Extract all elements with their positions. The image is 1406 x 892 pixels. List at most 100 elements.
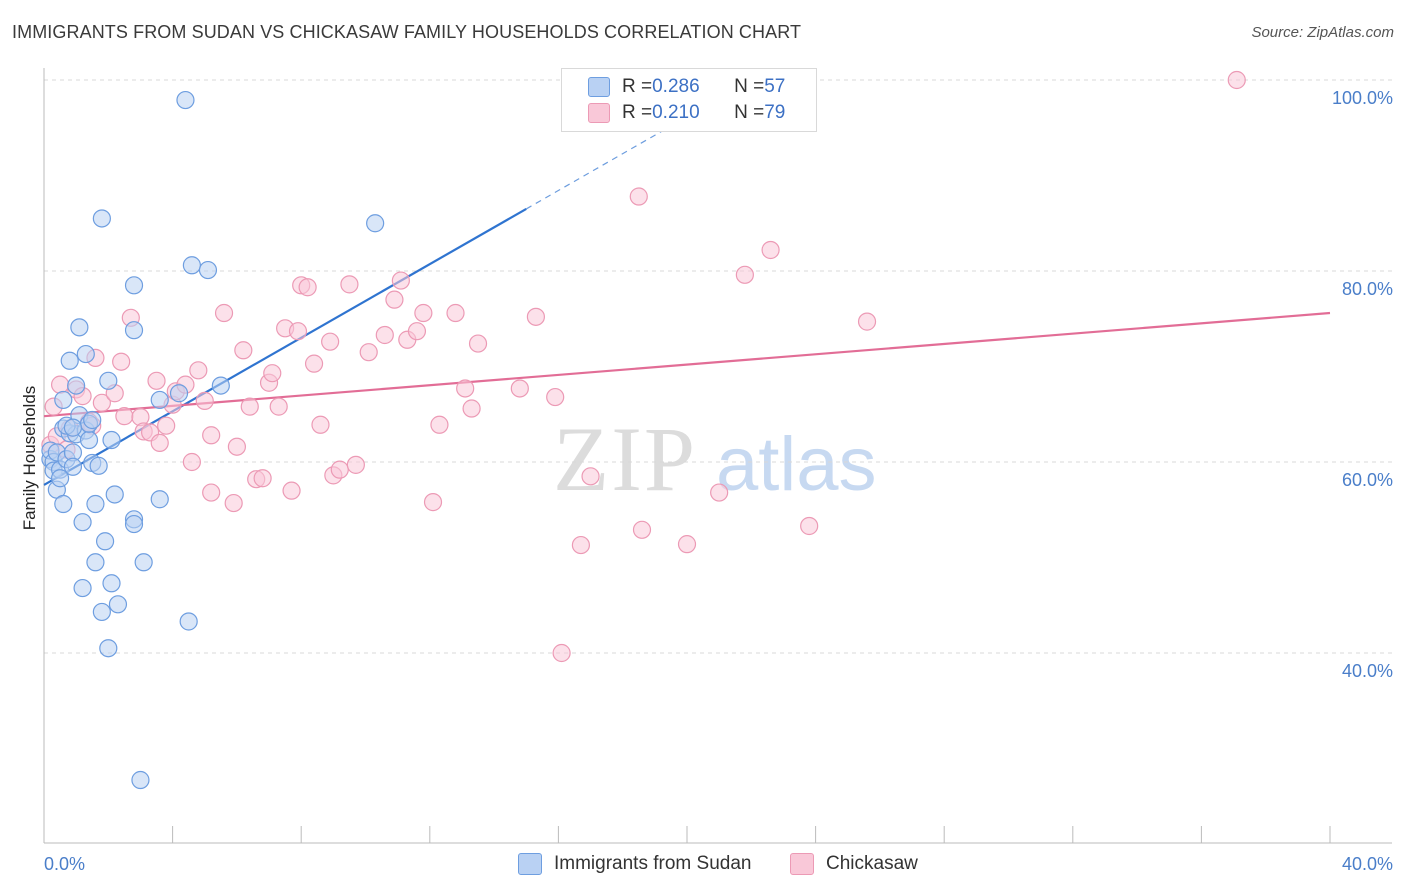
point-sudan bbox=[54, 390, 73, 410]
point-chickasaw bbox=[195, 391, 214, 410]
point-chickasaw bbox=[375, 325, 394, 345]
trend-line-chickasaw bbox=[43, 311, 1331, 418]
point-sudan bbox=[105, 485, 124, 504]
trend-line-sudan bbox=[43, 207, 527, 486]
legend-n-value: 79 bbox=[764, 102, 786, 123]
y-tick-label: 100.0% bbox=[1332, 88, 1393, 108]
point-sudan bbox=[102, 430, 121, 450]
y-tick-label: 60.0% bbox=[1342, 470, 1393, 490]
point-chickasaw bbox=[50, 375, 70, 394]
point-chickasaw bbox=[340, 275, 359, 294]
point-chickasaw bbox=[1227, 70, 1246, 90]
point-chickasaw bbox=[240, 397, 259, 416]
point-chickasaw bbox=[147, 371, 166, 390]
point-chickasaw bbox=[761, 240, 780, 260]
point-chickasaw bbox=[92, 393, 111, 412]
point-chickasaw bbox=[414, 303, 433, 323]
legend-swatch-chickasaw bbox=[790, 853, 814, 875]
point-sudan bbox=[76, 344, 95, 364]
point-chickasaw bbox=[227, 437, 246, 456]
watermark-atlas: atlas bbox=[716, 422, 877, 507]
point-sudan bbox=[134, 553, 153, 572]
point-chickasaw bbox=[423, 493, 443, 512]
point-chickasaw bbox=[552, 643, 571, 663]
point-chickasaw bbox=[546, 387, 565, 407]
legend-n-value: 57 bbox=[764, 76, 786, 97]
bottom-legend-sudan[interactable]: Immigrants from Sudan bbox=[518, 852, 751, 876]
point-chickasaw bbox=[468, 334, 488, 353]
point-sudan bbox=[176, 90, 195, 110]
point-chickasaw bbox=[391, 271, 410, 290]
point-sudan bbox=[108, 595, 128, 614]
watermark-zip: ZIP bbox=[553, 408, 697, 510]
legend-swatch-chickasaw bbox=[588, 103, 610, 123]
legend-r-label: R = bbox=[622, 76, 653, 97]
chart-title: IMMIGRANTS FROM SUDAN VS CHICKASAW FAMIL… bbox=[12, 22, 802, 42]
point-sudan bbox=[92, 209, 111, 228]
point-chickasaw bbox=[346, 455, 365, 474]
point-chickasaw bbox=[282, 481, 301, 500]
point-chickasaw bbox=[311, 415, 330, 434]
point-sudan bbox=[124, 276, 144, 295]
legend-swatch-sudan bbox=[518, 853, 542, 875]
point-chickasaw bbox=[253, 469, 272, 488]
point-chickasaw bbox=[385, 290, 404, 309]
point-sudan bbox=[150, 390, 169, 410]
point-chickasaw bbox=[112, 352, 131, 371]
point-sudan bbox=[150, 490, 169, 509]
point-sudan bbox=[79, 430, 99, 450]
point-chickasaw bbox=[677, 535, 697, 554]
point-sudan bbox=[50, 469, 70, 488]
point-chickasaw bbox=[407, 322, 427, 341]
point-chickasaw bbox=[857, 312, 877, 331]
point-chickasaw bbox=[157, 416, 176, 435]
x-tick-label: 40.0% bbox=[1342, 854, 1393, 874]
legend-swatch-sudan bbox=[588, 77, 610, 97]
point-sudan bbox=[92, 602, 111, 622]
point-chickasaw bbox=[115, 407, 134, 426]
point-sudan bbox=[86, 494, 105, 514]
point-chickasaw bbox=[182, 452, 201, 472]
point-sudan bbox=[99, 371, 118, 390]
point-chickasaw bbox=[150, 433, 169, 452]
point-chickasaw bbox=[446, 303, 465, 323]
correlation-legend: R = 0.286 N = 57 R = 0.210 N = 79 bbox=[561, 68, 817, 132]
y-tick-label: 40.0% bbox=[1342, 661, 1393, 681]
point-chickasaw bbox=[288, 322, 308, 341]
point-sudan bbox=[169, 384, 189, 403]
point-chickasaw bbox=[202, 426, 221, 445]
point-sudan bbox=[102, 574, 121, 593]
legend-r-value: 0.210 bbox=[652, 102, 700, 123]
point-chickasaw bbox=[571, 535, 591, 555]
point-chickasaw bbox=[304, 354, 324, 373]
legend-label-sudan: Immigrants from Sudan bbox=[554, 853, 752, 874]
point-chickasaw bbox=[263, 364, 282, 383]
point-sudan bbox=[70, 318, 89, 337]
point-chickasaw bbox=[581, 467, 600, 486]
x-tick-label: 0.0% bbox=[44, 854, 85, 874]
point-chickasaw bbox=[214, 303, 234, 323]
points-layer bbox=[41, 70, 1246, 790]
watermark: ZIP atlas bbox=[553, 408, 877, 510]
labels-layer: 40.0% 60.0% 80.0% 100.0% 0.0% 40.0% Family Hou… bbox=[20, 88, 1393, 874]
point-sudan bbox=[99, 639, 118, 658]
point-sudan bbox=[95, 532, 115, 551]
bottom-legend-chickasaw[interactable]: Chickasaw bbox=[790, 852, 918, 876]
point-chickasaw bbox=[462, 399, 481, 418]
point-sudan bbox=[131, 770, 150, 790]
y-axis-label: Family Households bbox=[20, 386, 39, 531]
point-chickasaw bbox=[202, 483, 221, 502]
point-sudan bbox=[67, 376, 86, 395]
point-chickasaw bbox=[224, 493, 243, 513]
point-chickasaw bbox=[510, 379, 529, 398]
point-chickasaw bbox=[800, 516, 819, 536]
legend-label-chickasaw: Chickasaw bbox=[826, 853, 918, 874]
legend-row-chickasaw: R = 0.210 N = 79 bbox=[588, 101, 785, 125]
point-chickasaw bbox=[321, 332, 340, 351]
point-chickasaw bbox=[632, 520, 652, 539]
point-chickasaw bbox=[735, 265, 754, 284]
trend-layer bbox=[43, 79, 1331, 486]
point-sudan bbox=[124, 514, 144, 534]
point-chickasaw bbox=[330, 460, 349, 479]
